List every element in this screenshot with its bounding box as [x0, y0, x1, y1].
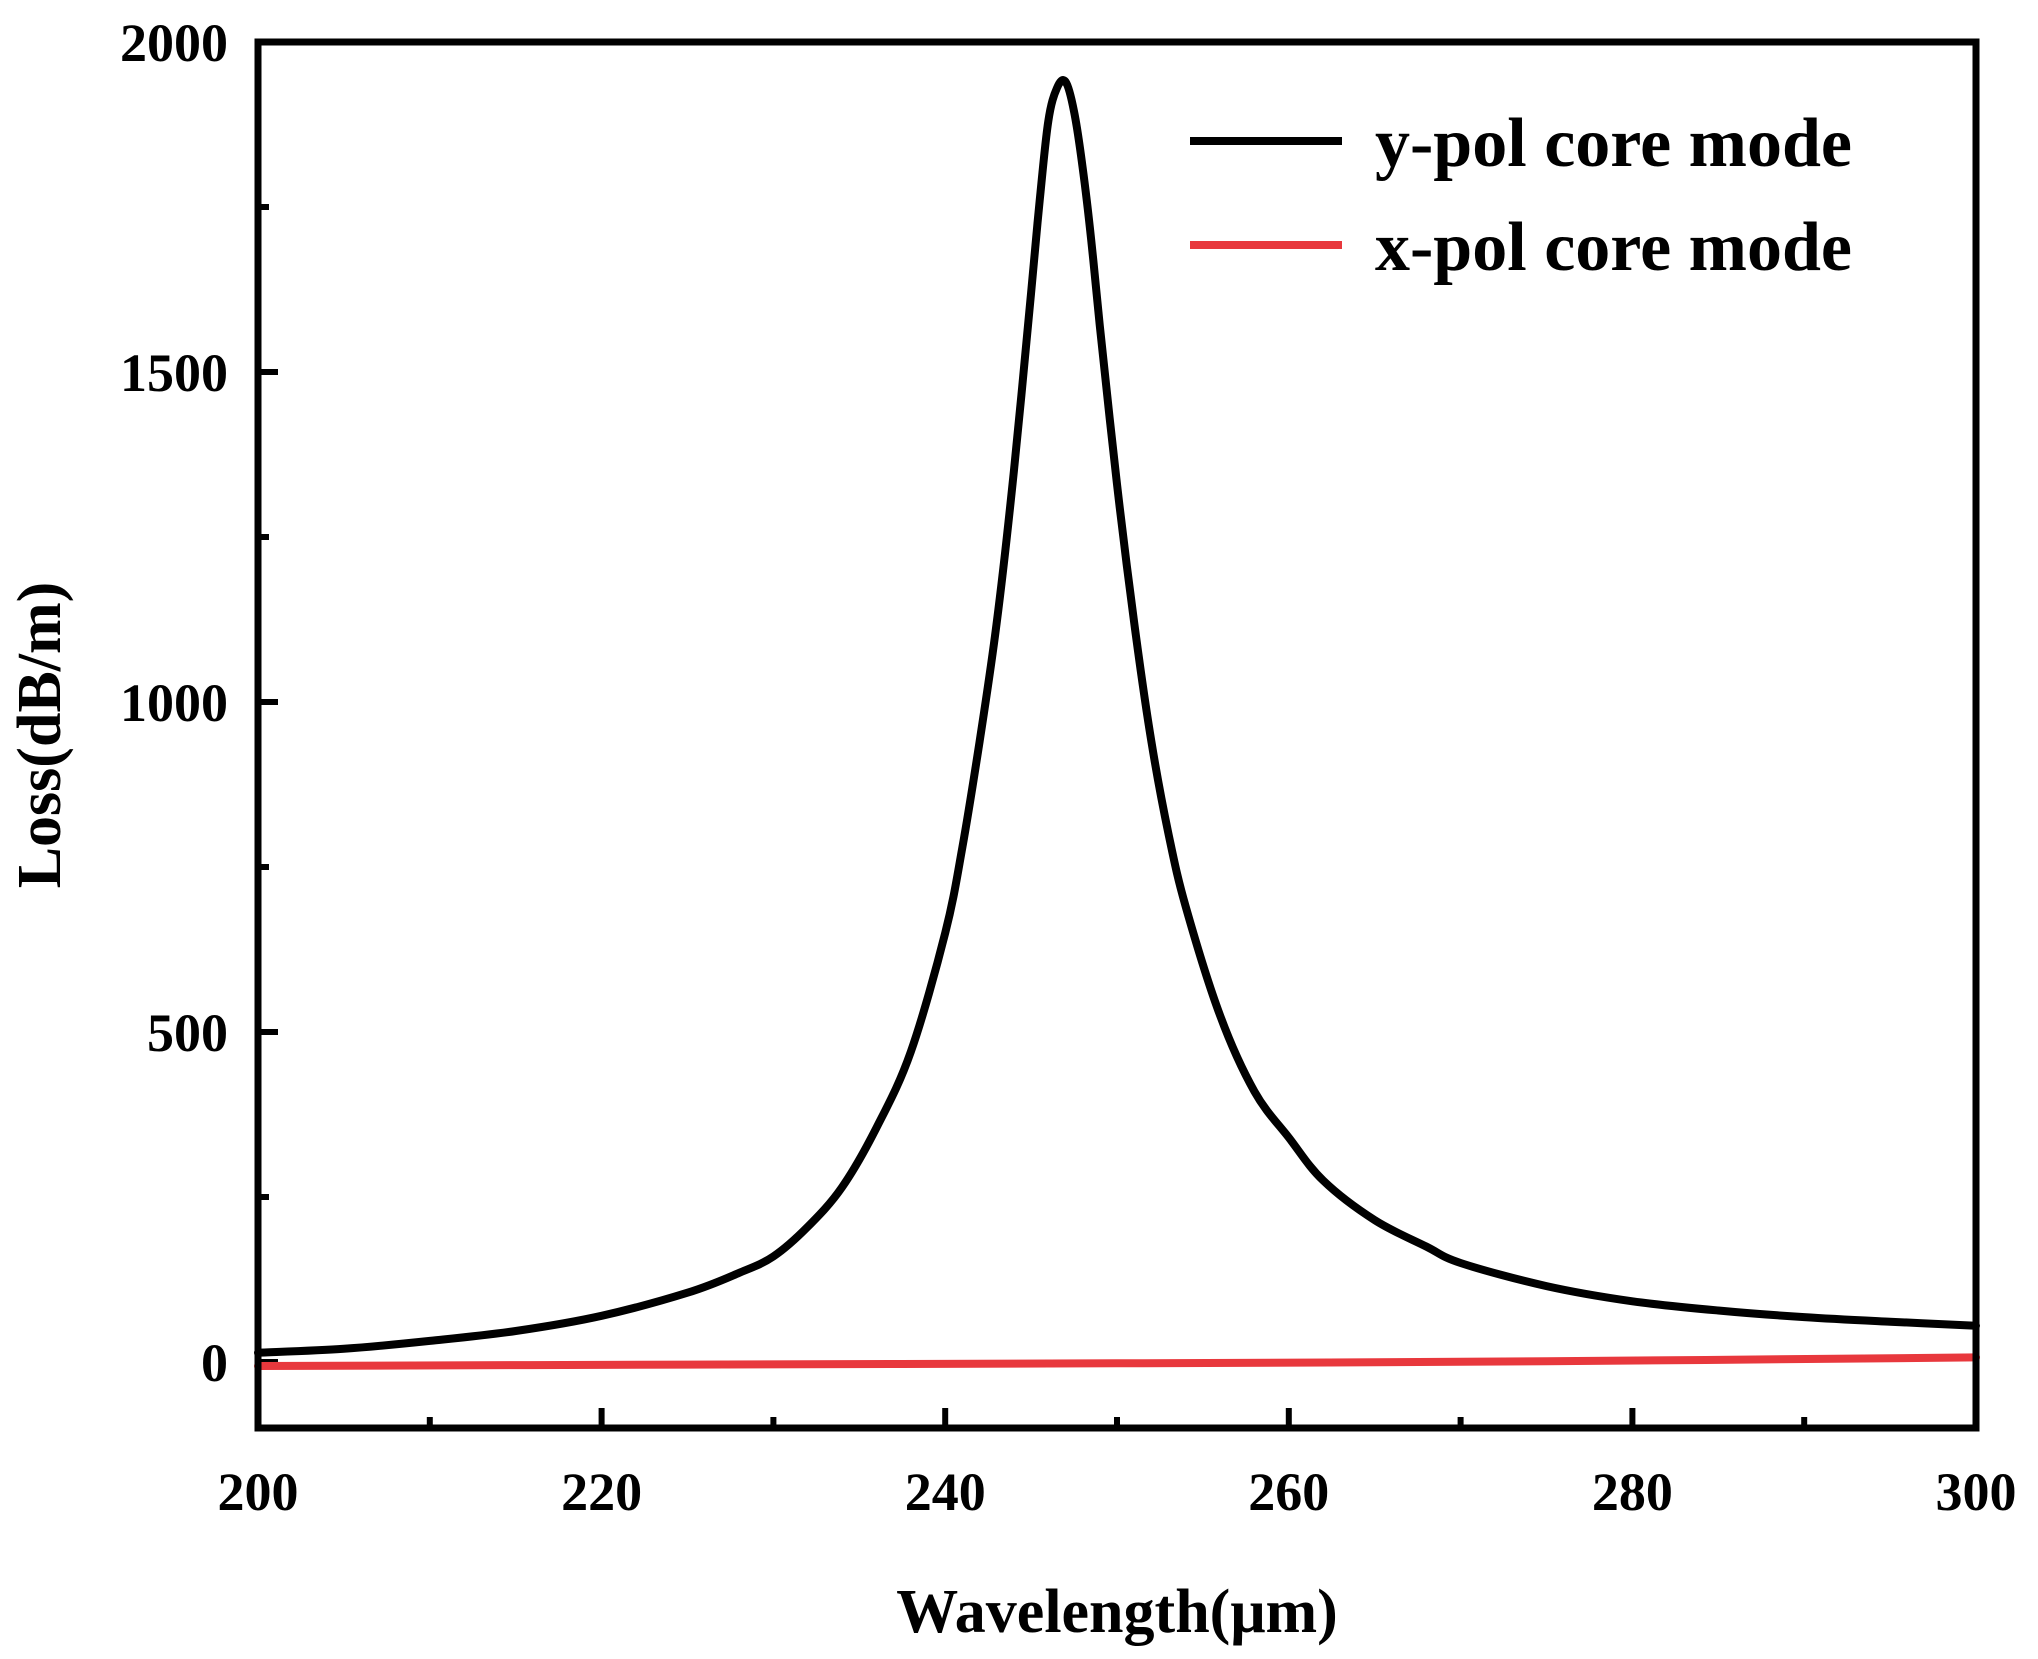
y-tick-label: 500	[147, 1003, 228, 1063]
x-tick-label: 220	[561, 1462, 642, 1522]
plot-area-frame	[254, 38, 1980, 1432]
y-tick-label: 1000	[120, 673, 228, 733]
legend: y-pol core mode x-pol core mode	[1190, 105, 1852, 286]
legend-label-x-pol: x-pol core mode	[1375, 209, 1852, 286]
series-layer	[254, 76, 1980, 1370]
x-tick-label: 300	[1936, 1462, 2017, 1522]
y-axis-label: Loss(dB/m)	[6, 582, 74, 889]
y-tick-label: 2000	[120, 13, 228, 73]
x-axis-label: Wavelength(μm)	[896, 1578, 1338, 1646]
axis-tick-labels: 200 220 240 260 280 300 0 500 1000 1500 2000	[120, 13, 2017, 1522]
series-line-x-pol	[254, 1353, 1980, 1370]
x-tick-label: 260	[1248, 1462, 1329, 1522]
x-tick-label: 240	[905, 1462, 986, 1522]
x-tick-label: 200	[218, 1462, 299, 1522]
y-tick-label: 0	[201, 1333, 228, 1393]
y-tick-label: 1500	[120, 343, 228, 403]
series-line-y-pol	[254, 76, 1980, 1357]
legend-label-y-pol: y-pol core mode	[1375, 105, 1852, 182]
x-tick-label: 280	[1592, 1462, 1673, 1522]
